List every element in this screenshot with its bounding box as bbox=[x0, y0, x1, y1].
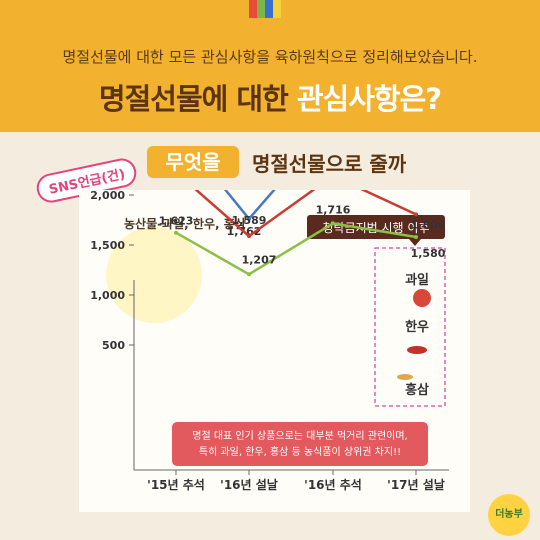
note-box bbox=[172, 422, 428, 466]
series-name-label: 홍삼 bbox=[405, 382, 429, 398]
data-point bbox=[247, 216, 251, 221]
y-tick-label: 500 bbox=[102, 339, 125, 352]
annotation-pointer bbox=[409, 239, 421, 246]
data-point bbox=[414, 235, 418, 239]
data-label: 1,580 bbox=[411, 247, 446, 260]
title-main: 명절선물에 대한 bbox=[98, 82, 297, 116]
y-tick-label: 1,500 bbox=[90, 239, 125, 252]
beef-icon bbox=[407, 346, 427, 354]
data-label: 1,806 bbox=[411, 218, 446, 231]
ginseng-icon bbox=[397, 374, 413, 380]
annotation-box bbox=[307, 215, 445, 239]
series-line bbox=[175, 222, 417, 276]
series-line bbox=[194, 190, 417, 238]
question-text: 명절선물으로 줄까 bbox=[252, 152, 407, 176]
x-tick-label: '15년 추석 bbox=[147, 477, 205, 492]
title-highlight: 관심사항은? bbox=[296, 82, 442, 116]
x-tick-label: '17년 설날 bbox=[387, 477, 445, 492]
page-subtitle: 명절선물에 대한 모든 관심사항을 육하원칙으로 정리해보았습니다. bbox=[62, 48, 478, 66]
note-line: 특히 과일, 한우, 홍삼 등 농식품이 상위권 차지!! bbox=[199, 445, 401, 458]
y-tick-label: 1,000 bbox=[90, 289, 125, 302]
fruit-icon bbox=[413, 289, 431, 307]
chart-title: 농산물-과일, 한우, 홍삼 bbox=[124, 216, 246, 231]
line-chart: 농산물-과일, 한우, 홍삼 청탁금지법 시행 이후 500 1,000 1,500 2,… bbox=[79, 190, 470, 512]
page-title: 명절선물에 대한 관심사항은? bbox=[0, 76, 540, 118]
ribbon-icon bbox=[249, 0, 281, 18]
highlight-frame bbox=[374, 247, 446, 407]
data-point bbox=[331, 221, 335, 226]
note-line: 명절 대표 인기 상품으로는 대부분 먹거리 관련이며, bbox=[192, 429, 407, 442]
data-point bbox=[174, 230, 178, 235]
data-label: 1,716 bbox=[316, 203, 351, 216]
brand-logo: 더농부 bbox=[488, 494, 530, 536]
x-tick-label: '16년 설날 bbox=[220, 477, 278, 492]
chart-canvas: 농산물-과일, 한우, 홍삼 청탁금지법 시행 이후 500 1,000 1,500 2,… bbox=[90, 190, 449, 492]
header-banner: 명절선물에 대한 모든 관심사항을 육하원칙으로 정리해보았습니다. 명절선물에… bbox=[0, 0, 540, 132]
data-label: 1,623 bbox=[159, 215, 194, 228]
series-name-label: 과일 bbox=[405, 273, 429, 288]
series-name-label: 한우 bbox=[405, 319, 429, 335]
annotation-text: 청탁금지법 시행 이후 bbox=[323, 220, 430, 235]
x-tick-label: '16년 추석 bbox=[304, 477, 362, 492]
data-label: 1,207 bbox=[242, 253, 277, 266]
data-point bbox=[247, 272, 251, 277]
y-tick-label: 2,000 bbox=[90, 190, 125, 202]
data-point bbox=[247, 234, 251, 239]
data-label: 1,589 bbox=[232, 214, 267, 227]
data-point bbox=[414, 212, 418, 217]
question-pill: 무엇을 bbox=[147, 146, 239, 178]
decor-moon bbox=[106, 227, 202, 323]
